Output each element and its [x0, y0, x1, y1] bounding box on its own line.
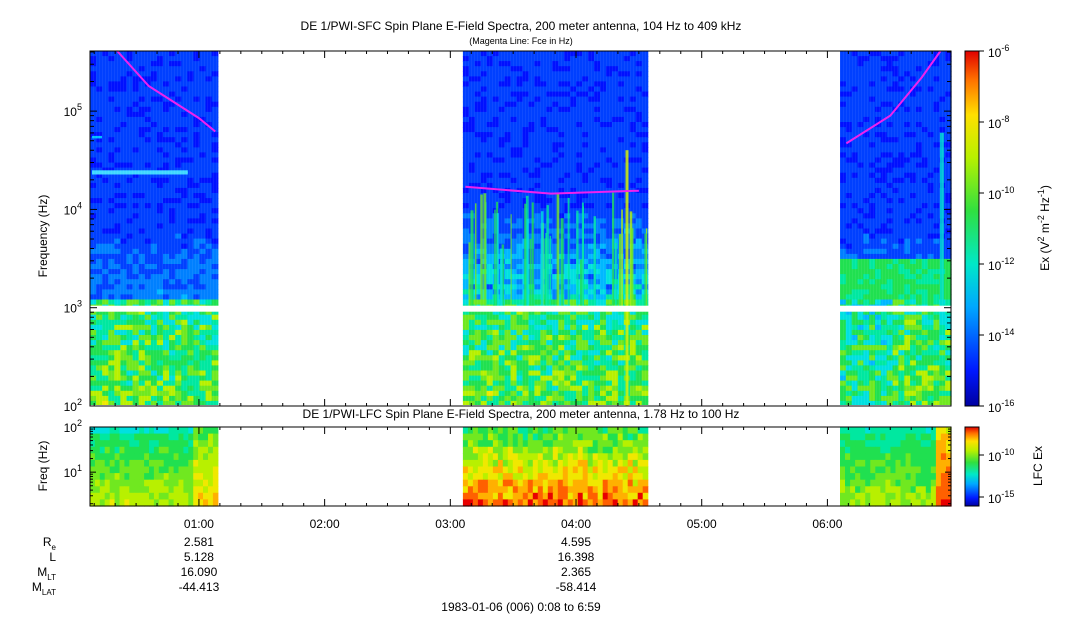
- sfc-title: DE 1/PWI-SFC Spin Plane E-Field Spectra,…: [301, 19, 742, 33]
- lfc-title: DE 1/PWI-LFC Spin Plane E-Field Spectra,…: [303, 407, 740, 421]
- texture: [462, 51, 648, 406]
- band-gap: [461, 305, 649, 312]
- band-gap: [89, 305, 219, 312]
- sfc-subtitle: (Magenta Line: Fce in Hz): [469, 36, 573, 46]
- texture: [90, 51, 218, 406]
- sfc-data-blocks: [89, 50, 952, 406]
